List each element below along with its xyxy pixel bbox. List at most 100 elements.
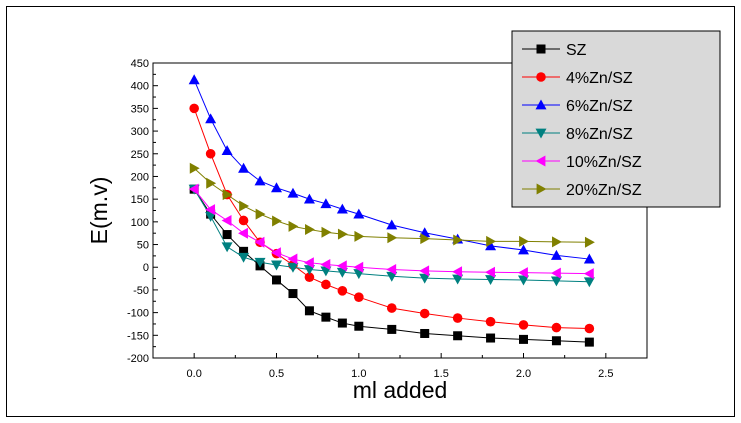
data-point bbox=[272, 215, 282, 227]
data-point bbox=[255, 208, 266, 220]
data-point bbox=[386, 303, 397, 313]
data-point bbox=[205, 148, 216, 159]
data-point bbox=[188, 74, 200, 85]
data-point bbox=[321, 279, 331, 290]
legend: SZ 4%Zn/SZ 6%Zn/SZ 8%Zn/SZ 10%Zn/SZ 20%Zn/SZ bbox=[511, 30, 721, 208]
y-tick-label: 150 bbox=[131, 194, 149, 206]
data-point bbox=[303, 265, 315, 275]
y-tick-label: -100 bbox=[127, 308, 149, 320]
data-point bbox=[303, 257, 314, 269]
data-point bbox=[452, 274, 464, 285]
series-10znsz bbox=[188, 183, 594, 280]
data-point bbox=[254, 236, 265, 248]
data-point bbox=[336, 260, 347, 272]
data-point bbox=[354, 292, 364, 302]
data-point bbox=[386, 271, 398, 282]
data-point bbox=[205, 113, 217, 124]
data-point bbox=[485, 316, 496, 327]
data-point bbox=[551, 336, 561, 346]
data-point bbox=[287, 253, 298, 265]
data-point bbox=[420, 233, 431, 245]
data-point bbox=[583, 253, 595, 264]
data-point bbox=[337, 286, 348, 296]
data-point bbox=[387, 232, 398, 244]
data-point bbox=[419, 273, 431, 284]
data-point bbox=[336, 203, 348, 214]
x-tick-label: 0.5 bbox=[269, 368, 284, 380]
data-point bbox=[288, 289, 298, 299]
data-point bbox=[354, 321, 364, 331]
data-point bbox=[239, 246, 249, 256]
data-point bbox=[518, 244, 529, 255]
data-point bbox=[584, 236, 595, 248]
legend-marker bbox=[536, 183, 547, 195]
x-tick-label: 0.0 bbox=[187, 368, 202, 380]
y-tick-label: 0 bbox=[143, 262, 149, 274]
series-line bbox=[193, 108, 590, 329]
legend-label: 4%Zn/SZ bbox=[566, 70, 633, 87]
legend-label: 8%Zn/SZ bbox=[566, 126, 633, 143]
data-point bbox=[221, 214, 232, 226]
data-point bbox=[221, 242, 233, 253]
legend-marker bbox=[536, 44, 546, 54]
data-point bbox=[222, 189, 233, 201]
data-point bbox=[321, 226, 332, 238]
data-point bbox=[485, 275, 497, 285]
y-tick-label: -200 bbox=[127, 353, 149, 365]
y-tick-label: 250 bbox=[131, 149, 149, 161]
y-tick-label: 100 bbox=[131, 217, 149, 229]
data-point bbox=[485, 240, 497, 251]
data-point bbox=[272, 275, 281, 285]
data-point bbox=[584, 337, 594, 347]
x-tick-label: 1.5 bbox=[434, 368, 449, 380]
data-point bbox=[453, 331, 463, 341]
data-point bbox=[551, 322, 562, 333]
y-axis-title: E(m.v) bbox=[86, 177, 112, 245]
data-point bbox=[320, 259, 331, 271]
data-point bbox=[452, 266, 463, 278]
data-point bbox=[288, 220, 299, 232]
data-point bbox=[354, 230, 365, 242]
data-point bbox=[550, 249, 562, 260]
y-tick-label: 300 bbox=[131, 126, 149, 138]
data-point bbox=[518, 267, 528, 279]
data-point bbox=[238, 227, 248, 239]
data-point bbox=[518, 275, 529, 286]
data-point bbox=[485, 266, 495, 278]
data-point bbox=[305, 224, 315, 236]
legend-label: SZ bbox=[566, 42, 587, 59]
series-line bbox=[193, 188, 590, 275]
data-point bbox=[254, 257, 266, 268]
data-point bbox=[189, 162, 200, 174]
data-point bbox=[222, 230, 232, 240]
data-point bbox=[188, 183, 199, 195]
y-tick-label: 350 bbox=[131, 103, 149, 115]
x-axis-title: ml added bbox=[353, 377, 448, 403]
data-point bbox=[238, 252, 250, 263]
legend-label: 10%Zn/SZ bbox=[566, 154, 642, 171]
data-point bbox=[205, 204, 216, 216]
series-6znsz bbox=[188, 74, 595, 264]
data-point bbox=[386, 219, 398, 230]
data-point bbox=[584, 323, 595, 334]
data-point bbox=[287, 187, 299, 198]
data-point bbox=[550, 276, 562, 287]
series-line bbox=[193, 79, 590, 260]
data-point bbox=[287, 262, 299, 273]
data-point bbox=[337, 228, 348, 240]
legend-marker bbox=[535, 155, 546, 167]
data-point bbox=[254, 175, 266, 186]
data-point bbox=[206, 177, 217, 189]
y-tick-label: -150 bbox=[127, 330, 149, 342]
x-tick-label: 2.5 bbox=[598, 368, 613, 380]
data-point bbox=[238, 215, 249, 226]
data-point bbox=[519, 235, 529, 247]
data-point bbox=[453, 234, 464, 246]
series-4znsz bbox=[189, 103, 595, 334]
legend-label: 20%Zn/SZ bbox=[566, 182, 642, 199]
data-point bbox=[320, 198, 332, 209]
y-tick-label: 400 bbox=[131, 81, 149, 93]
data-point bbox=[419, 308, 430, 319]
data-point bbox=[519, 334, 528, 344]
series-line bbox=[193, 188, 590, 343]
